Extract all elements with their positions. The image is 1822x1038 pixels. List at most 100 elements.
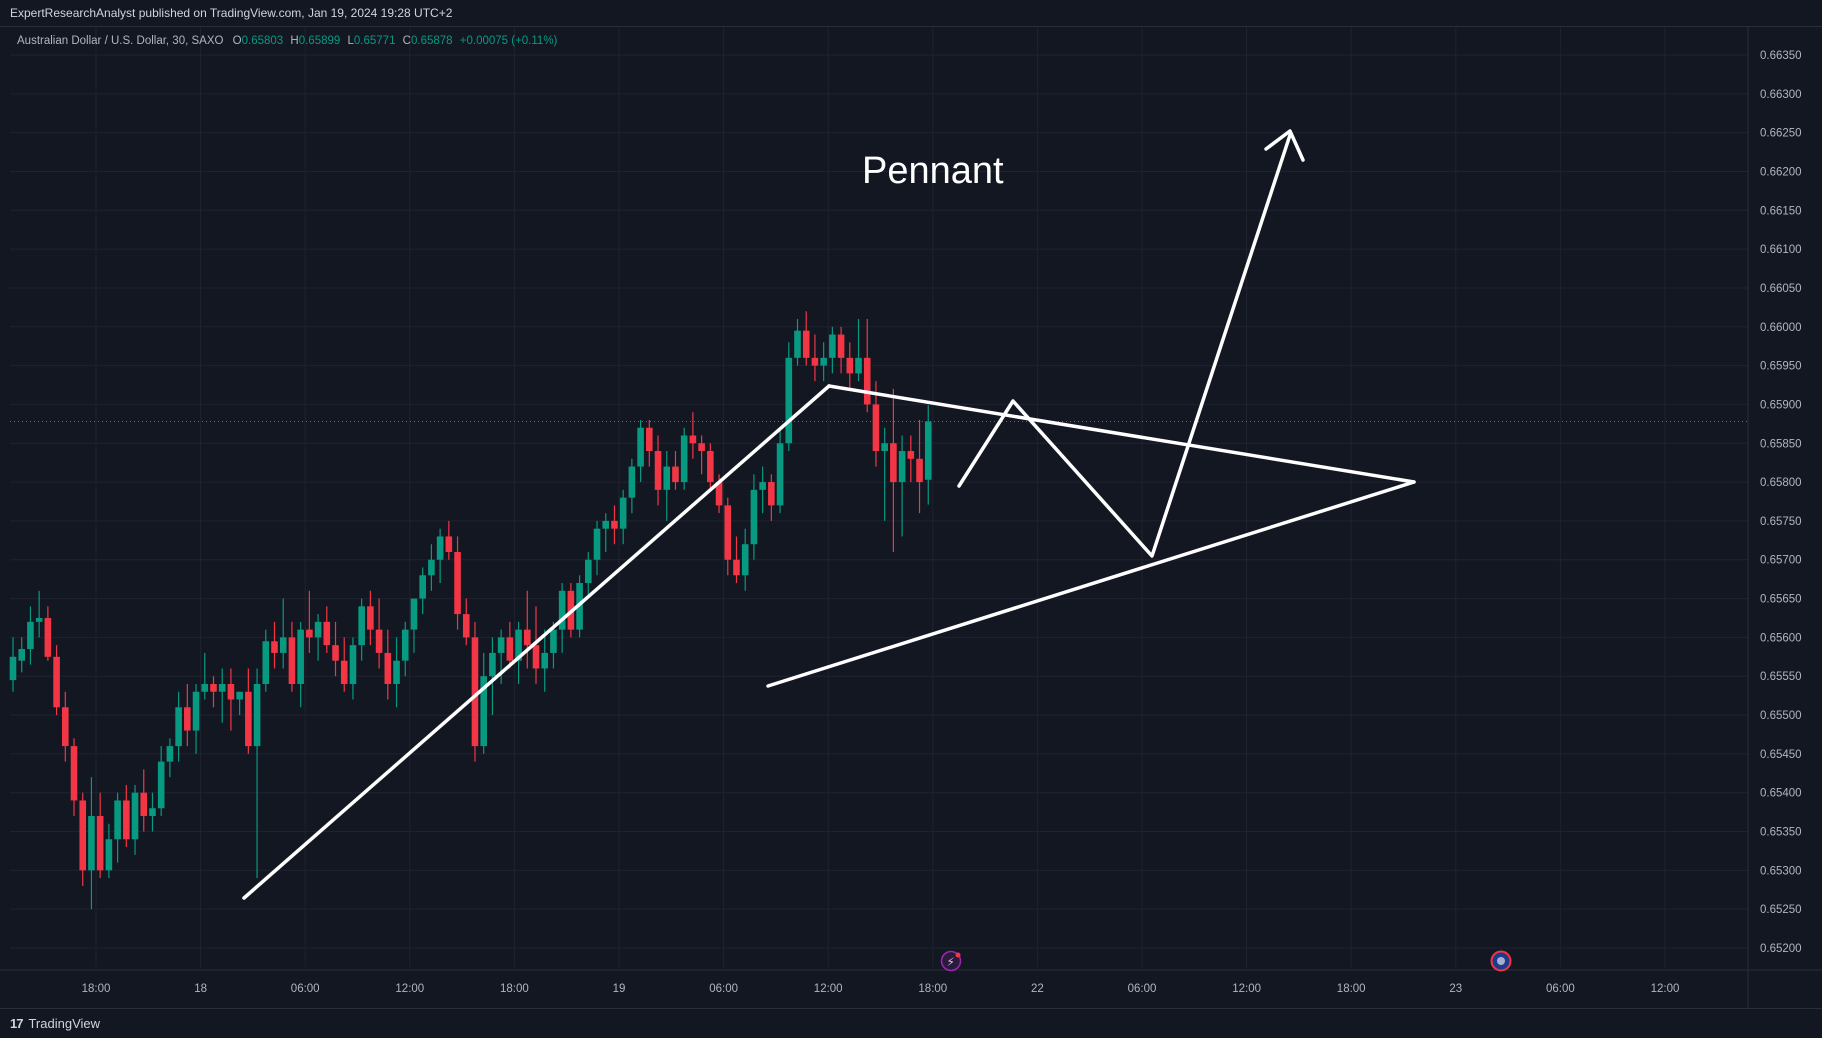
pole-trendline (242, 384, 831, 900)
candle-body (70, 746, 78, 801)
candle-body (358, 606, 365, 646)
candle (279, 598, 287, 669)
candle (916, 419, 923, 514)
earnings-event-icon[interactable]: ⚡ (940, 950, 962, 972)
candle-body (585, 559, 592, 584)
y-tick-label: 0.65200 (1760, 943, 1802, 955)
y-tick-label: 0.66200 (1760, 166, 1802, 178)
candle (593, 520, 601, 576)
candle (898, 435, 906, 537)
y-tick-label: 0.65250 (1760, 904, 1802, 916)
candle (253, 668, 261, 879)
candle-body (105, 839, 113, 871)
brand-name[interactable]: TradingView (28, 1016, 101, 1031)
y-tick-label: 0.65900 (1760, 399, 1802, 411)
y-tick-label: 0.66300 (1760, 89, 1802, 101)
candle (323, 606, 331, 653)
candle-body (227, 683, 235, 700)
candle (393, 637, 400, 708)
candle (646, 419, 653, 467)
candle-body (375, 629, 383, 653)
candle-body (872, 404, 880, 452)
chart-area[interactable]: Pennant 0.66350 0.66300 0.66250 0.66200 0.66… (0, 27, 1822, 1008)
candle-body (88, 815, 95, 871)
candle (768, 474, 775, 521)
x-tick-label: 18:00 (918, 983, 947, 995)
candle (44, 606, 52, 661)
candle-body (646, 427, 653, 452)
x-tick-label: 19 (613, 983, 626, 995)
candle-body (497, 637, 505, 653)
candle (750, 474, 758, 560)
candle (184, 683, 191, 747)
candle-body (96, 815, 104, 871)
candle (35, 590, 43, 638)
candle-body (123, 800, 130, 840)
y-tick-label: 0.65450 (1760, 749, 1802, 761)
candlestick-chart[interactable]: Pennant 0.663500.663000.662500.662000.66… (0, 27, 1822, 1008)
candle-body (236, 691, 243, 700)
candle (27, 606, 34, 665)
candle-body (593, 528, 601, 560)
symbol-legend: Australian Dollar / U.S. Dollar, 30, SAX… (17, 35, 557, 47)
candle-body (454, 551, 461, 615)
candle-body (192, 691, 200, 731)
candle-body (881, 443, 888, 452)
candle-body (924, 421, 932, 480)
candle (9, 637, 17, 692)
candle-body (637, 427, 644, 467)
y-tick-label: 0.65700 (1760, 555, 1802, 567)
candle (637, 419, 644, 483)
x-tick-label: 18:00 (500, 983, 529, 995)
candle (70, 738, 78, 816)
candle-body (776, 443, 784, 506)
candle-body (262, 641, 270, 684)
candle (419, 567, 426, 615)
price-axis[interactable]: 0.66350 0.66300 0.66250 0.66200 0.66150 0.661… (1747, 27, 1802, 1008)
candle-body (367, 606, 374, 630)
y-tick-label: 0.66000 (1760, 322, 1802, 334)
au-flag-event-icon[interactable] (1490, 950, 1512, 972)
candle (924, 405, 932, 505)
candle-body (149, 808, 156, 816)
y-tick-label: 0.65850 (1760, 438, 1802, 450)
candle (18, 637, 26, 673)
footer-bar: 17 TradingView (0, 1008, 1822, 1038)
time-axis[interactable]: 18:00 18 06:00 12:00 18:00 19 06:00 12:00 18:00 2… (0, 969, 1822, 995)
x-tick-label: 06:00 (1546, 983, 1575, 995)
candle-body (175, 707, 182, 747)
y-tick-label: 0.65800 (1760, 477, 1802, 489)
candle-body (253, 683, 261, 747)
candle-body (27, 621, 34, 650)
candle (829, 326, 836, 374)
candle (401, 621, 409, 677)
candle (550, 621, 557, 669)
candle-body (288, 637, 296, 684)
tradingview-logo-icon[interactable]: 17 (10, 1016, 24, 1031)
candle (375, 598, 383, 669)
candle (53, 645, 60, 716)
y-tick-label: 0.65600 (1760, 632, 1802, 644)
candle (776, 427, 784, 514)
candle (96, 792, 104, 879)
candle (846, 342, 854, 389)
x-tick-label: 18:00 (82, 983, 111, 995)
candle (585, 551, 592, 599)
candle-body (131, 792, 139, 840)
candle (131, 784, 139, 855)
x-tick-label: 06:00 (291, 983, 320, 995)
candle-body (218, 683, 226, 692)
candle-body (611, 520, 618, 529)
candle (680, 427, 688, 490)
candle (611, 505, 618, 545)
candle (759, 466, 766, 514)
candle (890, 388, 897, 552)
candle-body (628, 466, 636, 498)
candle-body (323, 621, 331, 646)
candle (506, 621, 514, 669)
candle (462, 598, 470, 646)
candle (707, 443, 714, 490)
candle (140, 769, 148, 832)
candle (602, 513, 610, 552)
candle (689, 412, 697, 459)
